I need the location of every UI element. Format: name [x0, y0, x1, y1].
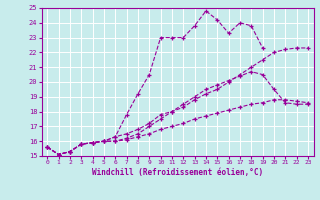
- X-axis label: Windchill (Refroidissement éolien,°C): Windchill (Refroidissement éolien,°C): [92, 168, 263, 177]
